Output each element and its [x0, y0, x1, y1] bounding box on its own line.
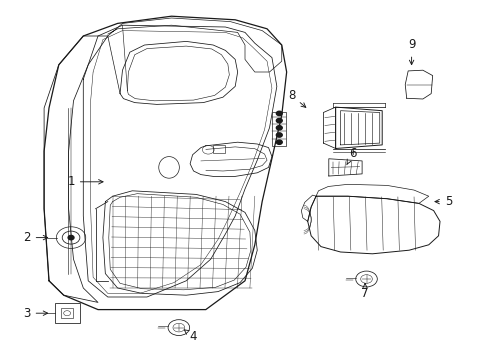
Text: 1: 1	[67, 175, 103, 188]
Text: 6: 6	[347, 147, 357, 165]
Circle shape	[276, 140, 282, 144]
Bar	[272, 112, 286, 146]
Text: 3: 3	[23, 307, 48, 320]
Text: 9: 9	[408, 39, 416, 64]
Text: 7: 7	[361, 284, 369, 300]
Bar	[213, 145, 225, 153]
Bar	[61, 308, 73, 318]
Text: 5: 5	[435, 195, 452, 208]
Circle shape	[68, 235, 74, 240]
Circle shape	[276, 133, 282, 137]
Text: 8: 8	[288, 89, 306, 107]
Circle shape	[276, 111, 282, 116]
Circle shape	[276, 126, 282, 130]
Circle shape	[276, 118, 282, 123]
Text: 2: 2	[23, 231, 48, 244]
Text: 4: 4	[184, 330, 197, 343]
Bar	[55, 303, 80, 323]
